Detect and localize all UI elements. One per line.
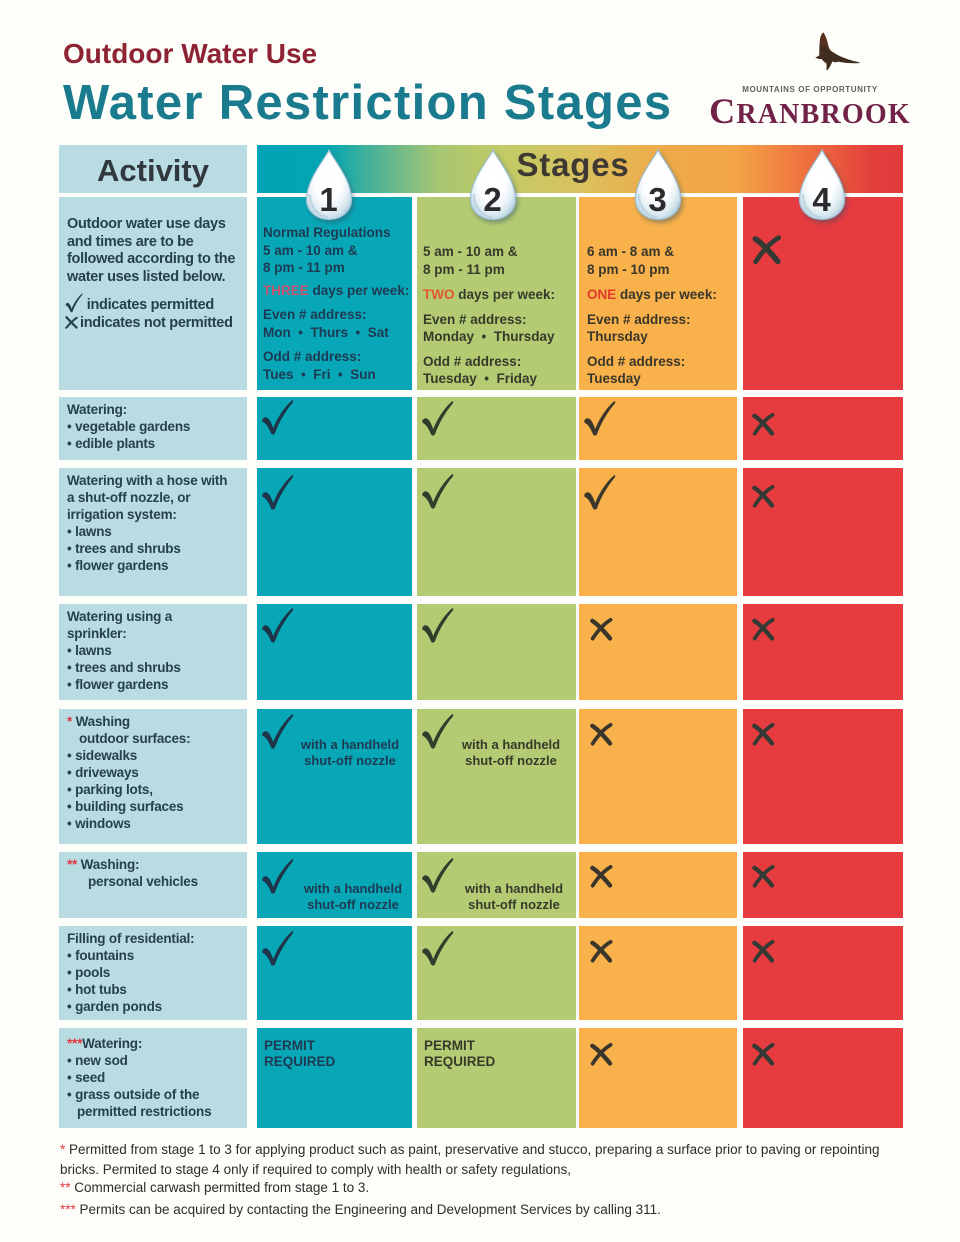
svg-text:1: 1 [319,181,337,218]
svg-text:3: 3 [648,181,666,218]
svg-text:2: 2 [483,181,501,218]
svg-text:4: 4 [812,181,831,218]
